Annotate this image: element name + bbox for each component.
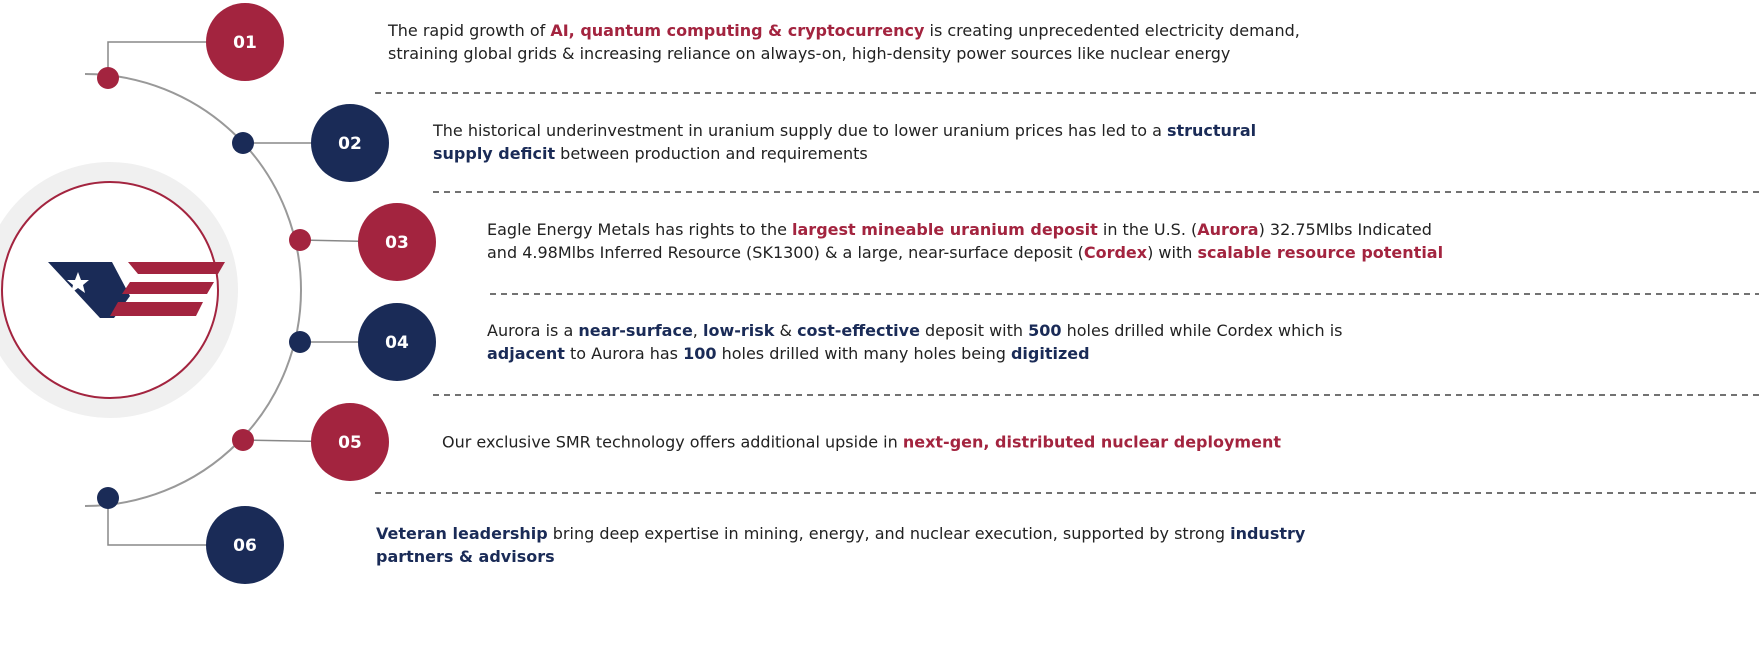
number-badge [206,506,284,584]
item-text: Aurora is a near-surface, low-risk & cos… [487,319,1342,365]
number-label: 03 [385,233,409,253]
number-badge [311,403,389,481]
text-line: straining global grids & increasing reli… [388,42,1300,65]
text-line: The rapid growth of AI, quantum computin… [388,19,1300,42]
number-badge [206,3,284,81]
item-text: The rapid growth of AI, quantum computin… [388,19,1300,65]
highlight: partners & advisors [376,547,555,566]
text-line: partners & advisors [376,545,1305,568]
number-label: 04 [385,333,409,353]
timeline-dot [97,487,119,509]
highlight: industry [1230,524,1306,543]
highlight: cost-effective [797,321,920,340]
item-text: Our exclusive SMR technology offers addi… [442,431,1281,454]
text: between production and requirements [555,144,868,163]
logo [48,262,225,318]
text: in the U.S. ( [1097,220,1198,239]
text-line: Our exclusive SMR technology offers addi… [442,431,1281,454]
highlight: next-gen, distributed nuclear deployment [902,432,1281,452]
highlight: structural [1166,121,1257,140]
separators [375,92,1759,494]
text: The rapid growth of [388,21,551,40]
text-line: Aurora is a near-surface, low-risk & cos… [487,319,1342,342]
text: bring deep expertise in mining, energy, … [547,524,1231,543]
text: The historical underinvestment in uraniu… [433,121,1167,140]
timeline-arc [84,73,302,507]
highlight: 500 [1028,321,1062,340]
text: straining global grids & increasing reli… [388,44,1231,63]
highlight: largest mineable uranium deposit [792,220,1098,239]
timeline-dot [289,229,311,251]
highlight: Aurora [1197,220,1259,239]
number-badge [311,104,389,182]
text: , [692,321,703,340]
highlight: adjacent [487,344,565,363]
number-badge [358,303,436,381]
item-text: Eagle Energy Metals has rights to the la… [487,218,1443,264]
timeline-dot [232,132,254,154]
text: Our exclusive SMR technology offers addi… [442,432,903,452]
text: holes drilled with many holes being [716,344,1011,363]
text: Aurora is a [487,321,579,340]
item-text: Veteran leadership bring deep expertise … [376,522,1305,568]
timeline-dot [97,67,119,89]
highlight: supply deficit [433,144,556,163]
highlight: Cordex [1083,243,1148,262]
text-line: adjacent to Aurora has 100 holes drilled… [487,342,1342,365]
text: deposit with [919,321,1029,340]
text: ) 32.75Mlbs Indicated [1258,220,1432,239]
text-line: Veteran leadership bring deep expertise … [376,522,1305,545]
text: holes drilled while Cordex which is [1061,321,1343,340]
number-badge [358,203,436,281]
number-label: 06 [233,536,257,556]
text: & [774,321,798,340]
text: and 4.98Mlbs Inferred Resource (SK1300) … [487,243,1084,262]
text: ) with [1147,243,1198,262]
highlight: digitized [1010,344,1090,363]
text-line: supply deficit between production and re… [433,142,1256,165]
text: Eagle Energy Metals has rights to the [487,220,793,239]
highlight: Veteran leadership [376,524,548,543]
timeline-dot [289,331,311,353]
number-label: 02 [338,134,362,154]
text-line: Eagle Energy Metals has rights to the la… [487,218,1443,241]
number-label: 01 [233,33,257,53]
timeline-dot [232,429,254,451]
highlight: scalable resource potential [1197,243,1444,262]
text-line: The historical underinvestment in uraniu… [433,119,1256,142]
highlight: near-surface [578,321,693,340]
highlight: 100 [683,344,717,363]
text: to Aurora has [564,344,684,363]
number-label: 05 [338,433,362,453]
text-line: and 4.98Mlbs Inferred Resource (SK1300) … [487,241,1443,264]
item-text: The historical underinvestment in uraniu… [433,119,1256,165]
highlight: AI, quantum computing & cryptocurrency [550,21,925,40]
text: is creating unprecedented electricity de… [924,21,1300,40]
highlight: low-risk [702,321,775,340]
